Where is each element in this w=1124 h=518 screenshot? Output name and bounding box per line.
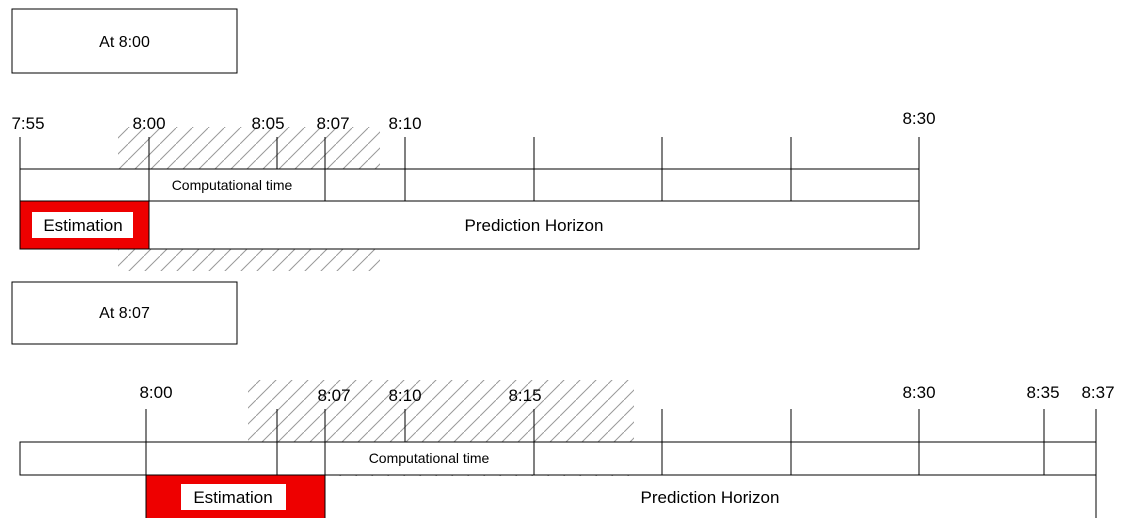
panel-2-estimation-label-bg bbox=[181, 484, 286, 510]
panel-2-time-label: 8:10 bbox=[388, 386, 421, 405]
panel-2-title-box bbox=[11, 281, 238, 345]
panel-2-time-label: 8:00 bbox=[139, 383, 172, 402]
panel-2-time-label: 8:15 bbox=[508, 386, 541, 405]
panel-1-title-box bbox=[11, 8, 238, 74]
panel-2-time-label: 8:07 bbox=[317, 386, 350, 405]
panel-1-time-label: 8:10 bbox=[388, 114, 421, 133]
panel-1-title: At 8:00 bbox=[99, 34, 150, 51]
panel-2-time-label: 8:37 bbox=[1081, 383, 1114, 402]
panel-2-estimation-label: Estimation bbox=[193, 488, 272, 507]
panel-1-time-label: 8:05 bbox=[251, 114, 284, 133]
panel-at-800: At 8:00 7:55 8:00 8:05 8:07 8:10 8:30 Co… bbox=[11, 8, 936, 271]
panel-1-comp-label: Computational time bbox=[172, 177, 293, 193]
panel-1-time-label: 8:00 bbox=[132, 114, 165, 133]
panel-2-comp-label: Computational time bbox=[369, 450, 490, 466]
panel-1-prediction-box bbox=[148, 200, 920, 250]
panel-2-prediction-label: Prediction Horizon bbox=[641, 488, 780, 507]
panel-1-time-label: 8:30 bbox=[902, 109, 935, 128]
panel-at-807: At 8:07 8:00 8:07 8:10 8:15 8:30 8:35 8:… bbox=[11, 281, 1115, 518]
panel-1-estimation-label: Estimation bbox=[43, 216, 122, 235]
panel-1-time-label: 7:55 bbox=[11, 114, 44, 133]
panel-1-time-label: 8:07 bbox=[316, 114, 349, 133]
panel-2-timeline-row bbox=[19, 441, 1097, 476]
panel-2-time-label: 8:30 bbox=[902, 383, 935, 402]
panel-2-title: At 8:07 bbox=[99, 305, 150, 322]
panel-1-estimation-label-bg bbox=[32, 212, 133, 238]
panel-2-time-label: 8:35 bbox=[1026, 383, 1059, 402]
panel-1-prediction-label: Prediction Horizon bbox=[465, 216, 604, 235]
panel-1-comp-box bbox=[148, 168, 326, 202]
